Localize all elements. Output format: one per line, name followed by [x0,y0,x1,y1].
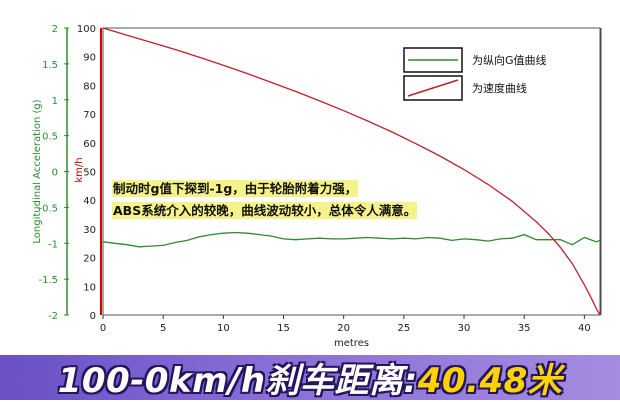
left-axis-tick-label: 0 [52,168,58,179]
plot-area [102,27,601,316]
x-tick-label: 0 [100,323,106,334]
right-axis-tick-label: 70 [83,110,96,121]
g-value-series-line [102,231,601,248]
banner-label: 100-0km/h刹车距离: [57,361,418,401]
x-tick-label: 30 [458,323,471,334]
left-axis-tick-label: -1.5 [38,275,58,286]
left-axis-tick-label: 1.5 [42,60,58,71]
axes [64,27,602,319]
right-axis-tick-label: 20 [83,254,96,265]
series-layer [102,27,601,316]
left-axis-tick-label: -0.5 [38,203,58,214]
x-axis-label: metres [334,338,369,349]
left-axis-label: Longitudinal Acceleration (g) [32,99,43,243]
right-axis-tick-label: 30 [83,225,96,236]
left-axis-tick-label: 1 [52,96,58,107]
left-axis-tick-label: -2 [48,311,58,322]
x-tick-label: 5 [160,323,166,334]
annotation-line-1: 制动时g值下探到-1g，由于轮胎附着力强， [112,180,359,197]
legend-swatch-line [407,79,459,97]
speed-series-line [102,27,601,316]
x-tick-label: 15 [277,323,290,334]
braking-distance-banner: 100-0km/h刹车距离: 40.48米 [0,355,620,401]
banner-background [0,355,620,400]
right-axis-tick-label: 90 [83,53,96,64]
right-axis-tick-label: 0 [90,311,96,322]
right-axis-tick-label: 10 [83,282,96,293]
left-axis-tick-label: 0.5 [42,132,58,143]
legend-label: 为纵向G值曲线 [472,53,547,67]
x-tick-label: 20 [337,323,350,334]
braking-chart: 0 5 10 15 20 25 30 35 40100908070605040302010021… [32,24,602,349]
right-axis-label: km/h [74,157,85,182]
right-axis-tick-label: 40 [83,196,96,207]
annotation: 制动时g值下探到-1g，由于轮胎附着力强， ABS系统介入的较晚，曲线波动较小，… [112,178,418,222]
banner-value: 40.48米 [417,361,563,401]
annotation-line-2: ABS系统介入的较晚，曲线波动较小，总体令人满意。 [112,202,418,219]
x-tick-label: 40 [578,323,591,334]
left-axis-tick-label: -1 [48,239,58,250]
tick-labels: 0 5 10 15 20 25 30 35 40100908070605040302010021… [32,24,591,349]
legend-label: 为速度曲线 [472,81,527,95]
x-tick-label: 35 [518,323,531,334]
right-axis-tick-label: 100 [77,24,96,35]
left-axis-tick-label: 2 [52,24,58,35]
x-tick-label: 25 [397,323,410,334]
right-axis-tick-label: 80 [83,81,96,92]
x-tick-label: 10 [217,323,230,334]
right-axis-tick-label: 60 [83,139,96,150]
right-axis-tick-label: 50 [83,168,96,179]
